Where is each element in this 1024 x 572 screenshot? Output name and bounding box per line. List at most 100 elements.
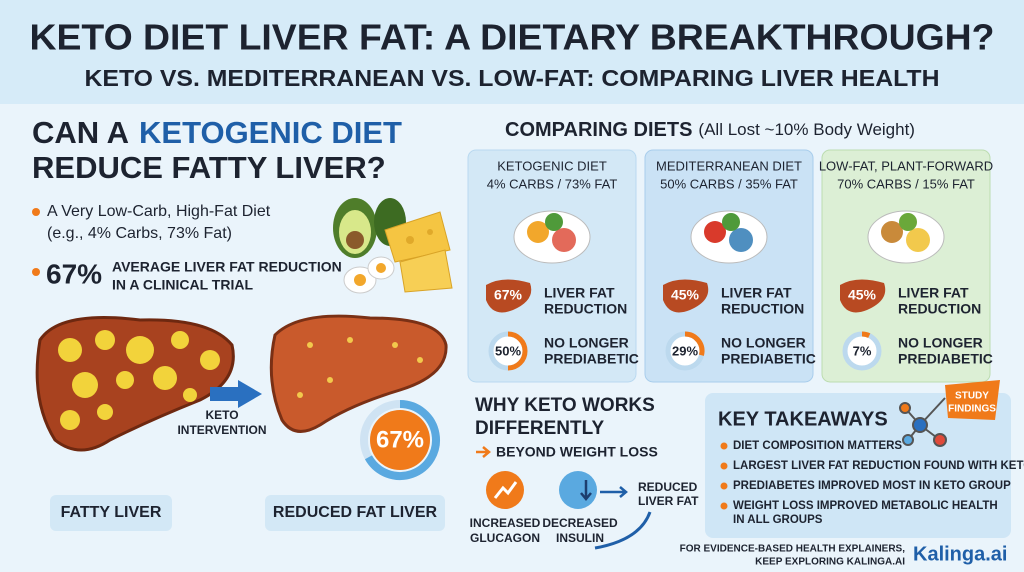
food — [899, 213, 917, 231]
result-label: REDUCED — [638, 480, 698, 494]
comparison-note: (All Lost ~10% Body Weight) — [698, 120, 915, 139]
diet-macros: 4% CARBS / 73% FAT — [487, 176, 618, 191]
food-icon — [513, 210, 591, 264]
liver-badge — [486, 279, 532, 313]
takeaways-title: KEY TAKEAWAYS — [718, 408, 888, 430]
takeaways-box — [705, 393, 1011, 538]
liver-fat-label: REDUCTION — [898, 301, 981, 317]
header-band — [0, 0, 1024, 104]
arrow-label: KETO — [205, 408, 238, 422]
liver-fat-label: LIVER FAT — [898, 285, 969, 301]
stat: 67% — [46, 258, 102, 289]
mechanism-title: WHY KETO WORKS — [475, 395, 655, 416]
footer-note: FOR EVIDENCE-BASED HEALTH EXPLAINERS, — [680, 544, 906, 555]
heading: CAN A KETOGENIC DIET — [32, 115, 402, 150]
bullet — [720, 502, 728, 510]
bullet-text: (e.g., 4% Carbs, 73% Fat) — [47, 225, 232, 242]
footer-note: KEEP EXPLORING KALINGA.AI — [755, 557, 905, 568]
bullet — [32, 268, 40, 276]
food-icon — [690, 210, 768, 264]
liver-fat-value: 45% — [671, 287, 700, 303]
liver-fat-value: 45% — [848, 287, 877, 303]
food — [527, 221, 549, 243]
donut-arc — [364, 400, 440, 480]
step-label: GLUCAGON — [470, 531, 540, 545]
icon-line — [580, 480, 592, 501]
prediabetes-label: PREDIABETIC — [721, 351, 816, 367]
brand: Kalinga.ai — [913, 543, 1007, 565]
label-box — [50, 495, 172, 531]
mechanism-subtitle: BEYOND WEIGHT LOSS — [496, 444, 658, 460]
takeaway-text: DIET COMPOSITION MATTERS — [733, 440, 902, 452]
food — [704, 221, 726, 243]
takeaway-text: WEIGHT LOSS IMPROVED METABOLIC HEALTH — [733, 500, 998, 512]
comparison-heading: COMPARING DIETS (All Lost ~10% Body Weigh… — [505, 119, 915, 141]
food — [729, 228, 753, 252]
bullet — [32, 208, 40, 216]
diet-name: MEDITERRANEAN DIET — [656, 158, 802, 173]
diet-macros: 70% CARBS / 15% FAT — [837, 176, 975, 191]
diet-macros: 50% CARBS / 35% FAT — [660, 176, 798, 191]
result-arrow — [594, 511, 652, 550]
heading-highlight: KETOGENIC DIET — [139, 115, 402, 150]
donut-arc — [507, 331, 528, 371]
food — [545, 213, 563, 231]
food — [552, 228, 576, 252]
donut-label: 50% — [495, 343, 521, 358]
fat-spots — [297, 337, 423, 398]
donut-label: 7% — [853, 343, 872, 358]
liver-fat-label: LIVER FAT — [721, 285, 792, 301]
liver-fat-label: REDUCTION — [721, 301, 804, 317]
diet-panel — [467, 149, 637, 383]
prediabetes-label: NO LONGER — [721, 335, 806, 351]
bullet-text: A Very Low-Carb, High-Fat Diet — [47, 203, 271, 220]
takeaway-list: DIET COMPOSITION MATTERS LARGEST LIVER FA… — [720, 440, 1024, 526]
arrow — [210, 387, 238, 401]
diet-panel — [644, 149, 814, 383]
badge-text: FINDINGS — [948, 404, 996, 415]
arrow-icon — [476, 446, 491, 458]
bullet — [720, 482, 728, 490]
step-label: INSULIN — [556, 531, 604, 545]
takeaway-text: PREDIABETES IMPROVED MOST IN KETO GROUP — [733, 480, 1011, 492]
food — [881, 221, 903, 243]
icon-line — [493, 481, 518, 499]
stat-text: AVERAGE LIVER FAT REDUCTION — [112, 259, 342, 275]
comparison-title: COMPARING DIETS — [505, 119, 692, 141]
prediabetes-label: PREDIABETIC — [544, 351, 639, 367]
heading-end: REDUCE FATTY LIVER? — [32, 150, 386, 185]
badge-text: STUDY — [955, 391, 989, 402]
step-label: DECREASED — [542, 516, 618, 530]
reduced-liver — [269, 314, 448, 433]
liver-badge — [663, 279, 709, 313]
food — [906, 228, 930, 252]
heading-start: CAN A — [32, 115, 129, 150]
takeaway-text: IN ALL GROUPS — [733, 514, 823, 526]
liver-fat-value: 67% — [494, 287, 523, 303]
mechanism-title: DIFFERENTLY — [475, 418, 604, 439]
diet-panel — [821, 149, 991, 383]
reduction-donut: 67% — [360, 400, 440, 480]
donut-core — [370, 410, 430, 470]
food-illustration — [333, 198, 453, 294]
takeaway-text: LARGEST LIVER FAT REDUCTION FOUND WITH K… — [733, 460, 1024, 472]
prediabetes-label: NO LONGER — [898, 335, 983, 351]
title: KETO DIET LIVER FAT: A DIETARY BREAKTHRO… — [30, 17, 995, 58]
molecule-icon — [899, 397, 947, 447]
diet-name: KETOGENIC DIET — [497, 158, 607, 173]
label-box — [265, 495, 445, 531]
badge-flag — [945, 380, 1000, 420]
result-arrow — [600, 486, 628, 498]
donut-label: 29% — [672, 343, 698, 358]
liver-badge — [840, 279, 886, 313]
food — [722, 213, 740, 231]
bullet — [720, 442, 728, 450]
donut-arc — [684, 331, 705, 356]
step-label: INCREASED — [470, 516, 541, 530]
result-label: LIVER FAT — [638, 494, 699, 508]
fatty-liver — [35, 316, 235, 452]
subtitle: KETO VS. MEDITERRANEAN VS. LOW-FAT: COMP… — [85, 65, 940, 91]
donut-label: 67% — [376, 426, 424, 453]
liver-fat-label: REDUCTION — [544, 301, 627, 317]
